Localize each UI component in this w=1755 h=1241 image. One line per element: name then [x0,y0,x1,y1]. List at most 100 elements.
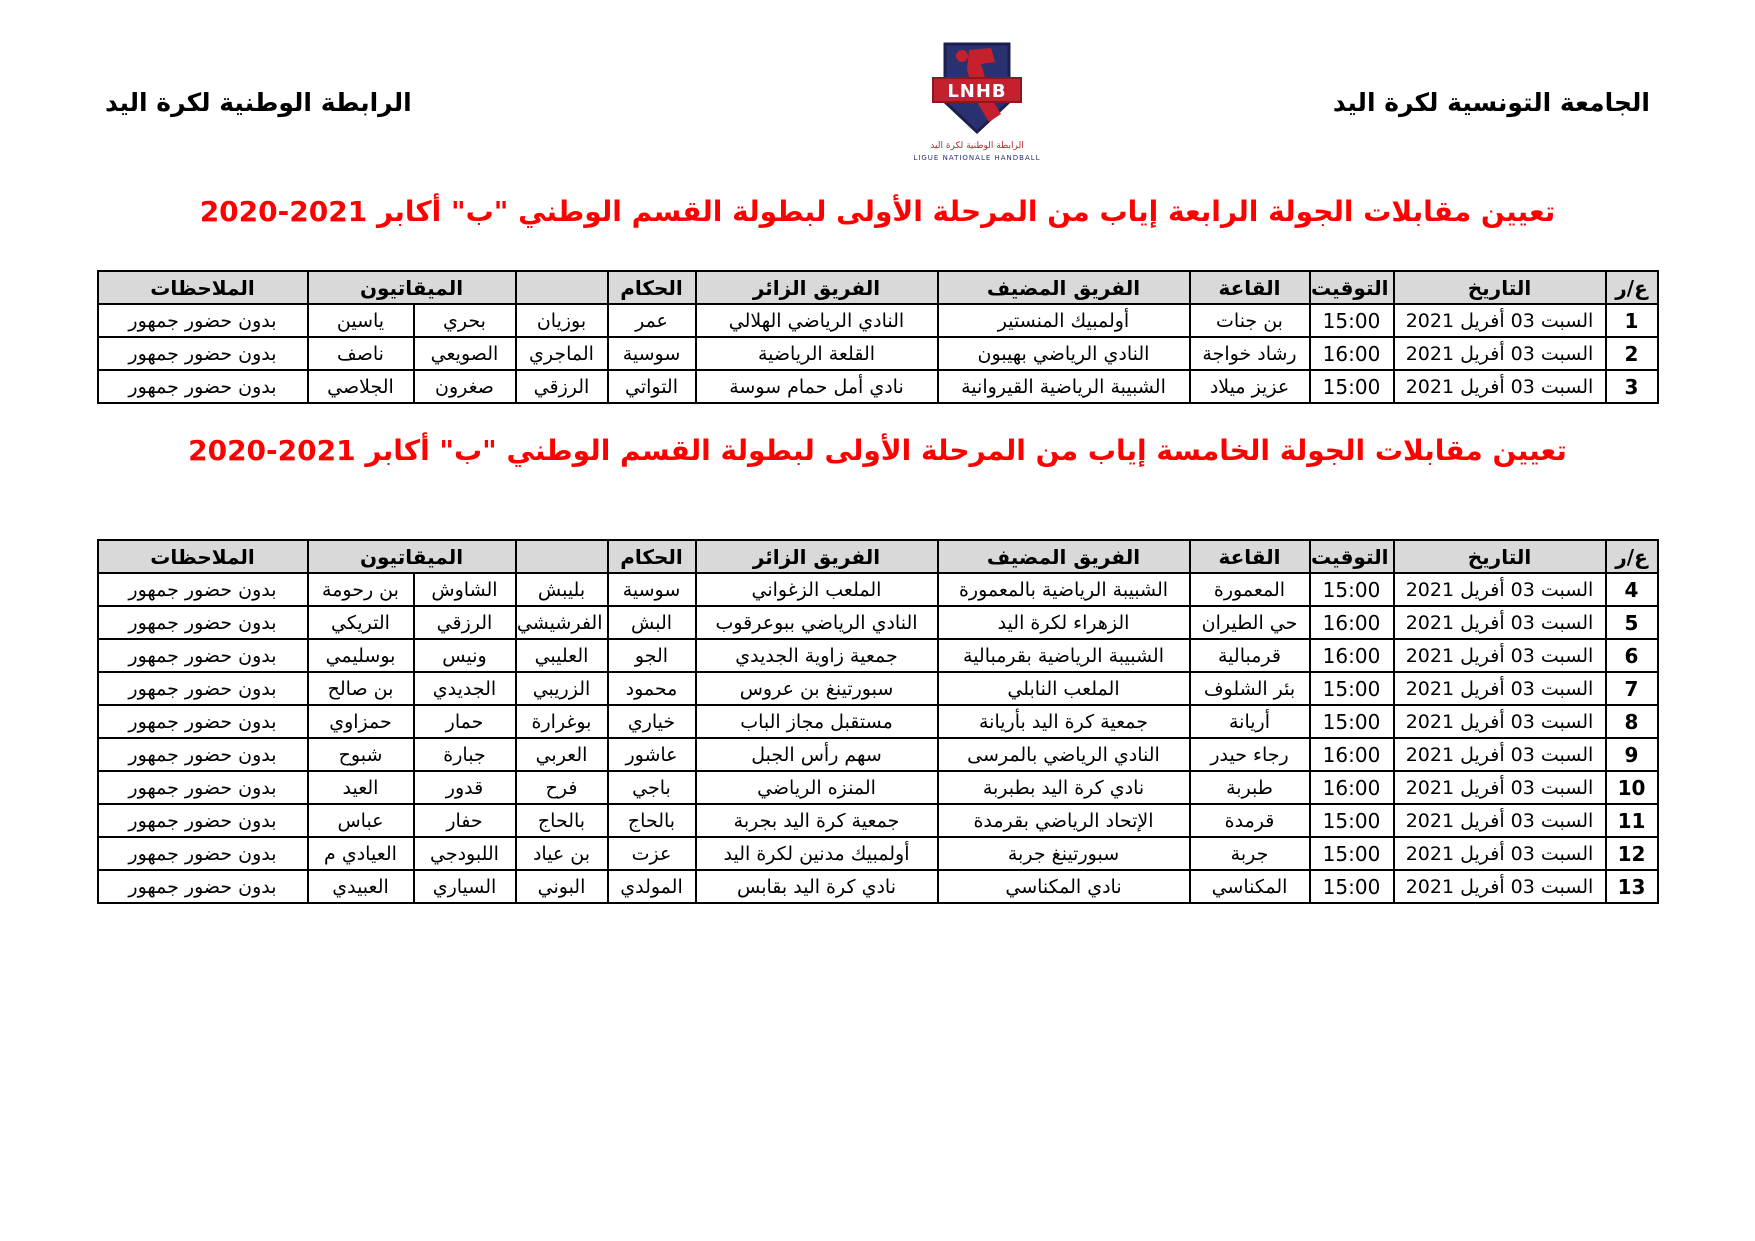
cell-date: السبت 03 أفريل 2021 [1392,869,1607,904]
cell-date: السبت 03 أفريل 2021 [1392,336,1607,371]
col-header-timekeepers: الميقاتيون [306,539,517,574]
cell-date: السبت 03 أفريل 2021 [1392,836,1607,871]
table-row: 11 السبت 03 أفريل 2021 15:00 قرمدة الإتح… [96,803,1659,838]
cell-referee-1: عاشور [606,737,697,772]
cell-referee-1: البش [606,605,697,640]
col-header-notes: الملاحظات [96,539,309,574]
cell-date: السبت 03 أفريل 2021 [1392,704,1607,739]
cell-num: 6 [1604,638,1659,673]
col-header-date: التاريخ [1392,270,1607,305]
cell-notes: بدون حضور جمهور [96,303,309,338]
logo-band [932,77,1023,103]
cell-time: 15:00 [1308,836,1395,871]
schedule-table-round-4: ع/ر التاريخ التوقيت القاعة الفريق المضيف… [96,270,1659,404]
table-row: 3 السبت 03 أفريل 2021 15:00 عزيز ميلاد ا… [96,369,1659,404]
schedule-table-round-5: ع/ر التاريخ التوقيت القاعة الفريق المضيف… [96,539,1659,904]
table-row: 6 السبت 03 أفريل 2021 16:00 قرمبالية الش… [96,638,1659,673]
cell-referee-2: بوزيان [514,303,609,338]
cell-timekeeper-2: العيد [306,770,415,805]
cell-host-team: النادي الرياضي بهيبون [936,336,1191,371]
cell-timekeeper-2: العيادي م [306,836,415,871]
cell-timekeeper-2: الجلاصي [306,369,415,404]
cell-date: السبت 03 أفريل 2021 [1392,605,1607,640]
cell-date: السبت 03 أفريل 2021 [1392,572,1607,607]
col-header-referee2-blank [514,539,609,574]
cell-referee-2: الرزقي [514,369,609,404]
page-header: الجامعة التونسية لكرة اليد LNHB الرابطة … [0,0,1755,165]
cell-referee-2: بليبش [514,572,609,607]
table-row: 12 السبت 03 أفريل 2021 15:00 جربة سبورتي… [96,836,1659,871]
cell-referee-2: فرح [514,770,609,805]
cell-time: 15:00 [1308,572,1395,607]
cell-timekeeper-2: عباس [306,803,415,838]
col-header-hall: القاعة [1188,539,1311,574]
cell-referee-2: بالحاج [514,803,609,838]
cell-hall: بئر الشلوف [1188,671,1311,706]
cell-date: السبت 03 أفريل 2021 [1392,770,1607,805]
cell-notes: بدون حضور جمهور [96,572,309,607]
cell-referee-1: بالحاج [606,803,697,838]
cell-referee-2: العربي [514,737,609,772]
table-row: 7 السبت 03 أفريل 2021 15:00 بئر الشلوف ا… [96,671,1659,706]
cell-referee-2: الماجري [514,336,609,371]
league-name: الرابطة الوطنية لكرة اليد [105,88,412,117]
cell-host-team: نادي كرة اليد بطبربة [936,770,1191,805]
cell-time: 15:00 [1308,369,1395,404]
logo-subtitle-french: LIGUE NATIONALE HANDBALL [914,154,1041,162]
cell-date: السبت 03 أفريل 2021 [1392,803,1607,838]
cell-timekeeper-1: السياري [412,869,517,904]
cell-timekeeper-1: الصويعي [412,336,517,371]
cell-time: 15:00 [1308,704,1395,739]
col-header-notes: الملاحظات [96,270,309,305]
cell-referee-1: عزت [606,836,697,871]
lnhb-logo: LNHB الرابطة الوطنية لكرة اليد LIGUE NAT… [902,40,1052,165]
cell-timekeeper-1: حفار [412,803,517,838]
cell-timekeeper-1: الرزقي [412,605,517,640]
cell-referee-1: سوسية [606,572,697,607]
table-row: 8 السبت 03 أفريل 2021 15:00 أريانة جمعية… [96,704,1659,739]
cell-time: 15:00 [1308,869,1395,904]
cell-visitor-team: سهم رأس الجبل [694,737,939,772]
col-header-time: التوقيت [1308,539,1395,574]
cell-timekeeper-2: شبوح [306,737,415,772]
col-header-hall: القاعة [1188,270,1311,305]
logo-subtitle-arabic: الرابطة الوطنية لكرة اليد [931,141,1024,151]
cell-visitor-team: النادي الرياضي الهلالي [694,303,939,338]
cell-num: 4 [1604,572,1659,607]
cell-referee-1: خياري [606,704,697,739]
cell-hall: طبربة [1188,770,1311,805]
cell-time: 16:00 [1308,770,1395,805]
section-2-title: تعيين مقابلات الجولة الخامسة إياب من الم… [188,434,1567,467]
cell-hall: المكناسي [1188,869,1311,904]
cell-notes: بدون حضور جمهور [96,803,309,838]
cell-notes: بدون حضور جمهور [96,369,309,404]
cell-notes: بدون حضور جمهور [96,869,309,904]
cell-referee-1: سوسية [606,336,697,371]
cell-visitor-team: القلعة الرياضية [694,336,939,371]
cell-notes: بدون حضور جمهور [96,737,309,772]
cell-num: 12 [1604,836,1659,871]
cell-hall: المعمورة [1188,572,1311,607]
cell-timekeeper-2: بن رحومة [306,572,415,607]
cell-referee-2: العليبي [514,638,609,673]
cell-time: 15:00 [1308,803,1395,838]
cell-host-team: نادي المكناسي [936,869,1191,904]
cell-num: 13 [1604,869,1659,904]
cell-num: 8 [1604,704,1659,739]
cell-visitor-team: أولمبيك مدنين لكرة اليد [694,836,939,871]
col-header-host: الفريق المضيف [936,270,1191,305]
cell-date: السبت 03 أفريل 2021 [1392,303,1607,338]
cell-timekeeper-2: حمزاوي [306,704,415,739]
cell-visitor-team: جمعية كرة اليد بجربة [694,803,939,838]
cell-date: السبت 03 أفريل 2021 [1392,737,1607,772]
cell-timekeeper-1: بحري [412,303,517,338]
cell-num: 5 [1604,605,1659,640]
cell-timekeeper-2: ياسين [306,303,415,338]
cell-hall: أريانة [1188,704,1311,739]
cell-timekeeper-1: الجديدي [412,671,517,706]
cell-visitor-team: جمعية زاوية الجديدي [694,638,939,673]
cell-num: 10 [1604,770,1659,805]
cell-hall: رجاء حيدر [1188,737,1311,772]
cell-timekeeper-1: ونيس [412,638,517,673]
